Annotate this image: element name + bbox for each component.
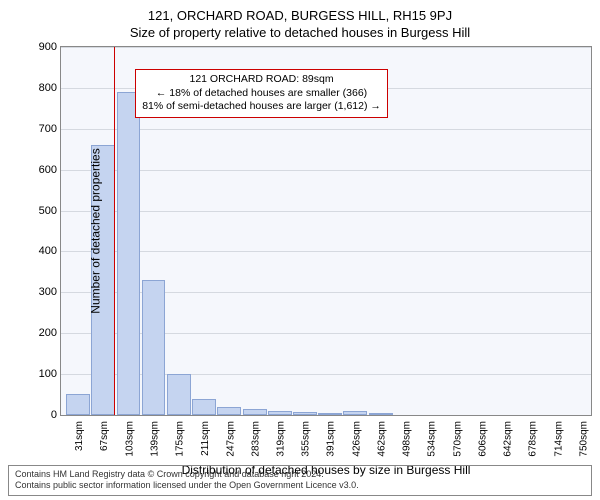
x-tick-label: 103sqm: [124, 421, 135, 457]
histogram-bar: [217, 407, 241, 415]
plot-region: 121 ORCHARD ROAD: 89sqm ← 18% of detache…: [61, 47, 591, 415]
footer-line2: Contains public sector information licen…: [15, 480, 585, 492]
x-tick-label: 31sqm: [74, 421, 85, 451]
histogram-bar: [343, 411, 367, 415]
histogram-bar: [167, 374, 191, 415]
y-tick-label: 700: [23, 123, 57, 135]
x-tick-label: 319sqm: [276, 421, 287, 457]
histogram-bar: [142, 280, 166, 415]
x-tick-label: 678sqm: [528, 421, 539, 457]
histogram-bar: [117, 92, 141, 415]
y-tick-label: 100: [23, 368, 57, 380]
footer-line1: Contains HM Land Registry data © Crown c…: [15, 469, 585, 481]
plot-area: 121 ORCHARD ROAD: 89sqm ← 18% of detache…: [60, 46, 592, 416]
chart-title-sub: Size of property relative to detached ho…: [8, 25, 592, 40]
x-axis: 31sqm 67sqm 103sqm 139sqm 175sqm 211sqm 247sqm…: [61, 417, 591, 465]
histogram-bar: [293, 412, 317, 415]
y-tick-label: 400: [23, 245, 57, 257]
y-tick-label: 0: [23, 409, 57, 421]
annotation-line1: 121 ORCHARD ROAD: 89sqm: [142, 73, 381, 87]
marker-line: [114, 47, 115, 415]
x-tick-label: 750sqm: [578, 421, 589, 457]
x-tick-label: 391sqm: [326, 421, 337, 457]
histogram-bar: [268, 411, 292, 415]
y-tick-label: 300: [23, 286, 57, 298]
x-tick-label: 67sqm: [99, 421, 110, 451]
x-tick-label: 534sqm: [427, 421, 438, 457]
y-tick-label: 500: [23, 205, 57, 217]
x-tick-label: 355sqm: [301, 421, 312, 457]
annotation-line3: 81% of semi-detached houses are larger (…: [142, 100, 381, 114]
x-tick-label: 211sqm: [200, 421, 211, 456]
y-tick-label: 900: [23, 41, 57, 53]
x-tick-label: 175sqm: [174, 421, 185, 457]
footer-attribution: Contains HM Land Registry data © Crown c…: [8, 465, 592, 496]
x-tick-label: 426sqm: [351, 421, 362, 457]
chart-container: 121, ORCHARD ROAD, BURGESS HILL, RH15 9P…: [8, 8, 592, 492]
annotation-box: 121 ORCHARD ROAD: 89sqm ← 18% of detache…: [135, 69, 388, 118]
x-tick-label: 498sqm: [402, 421, 413, 457]
x-tick-label: 606sqm: [478, 421, 489, 457]
histogram-bar: [66, 394, 90, 415]
y-axis-label: Number of detached properties: [89, 148, 103, 313]
x-tick-label: 714sqm: [553, 421, 564, 457]
histogram-bar: [318, 413, 342, 415]
histogram-bar: [192, 399, 216, 415]
y-tick-label: 800: [23, 82, 57, 94]
histogram-bar: [243, 409, 267, 415]
x-tick-label: 283sqm: [250, 421, 261, 457]
y-tick-label: 200: [23, 327, 57, 339]
x-tick-label: 139sqm: [150, 421, 161, 457]
y-axis: 0100200300400500600700800900: [23, 47, 59, 415]
x-tick-label: 570sqm: [452, 421, 463, 457]
chart-title-main: 121, ORCHARD ROAD, BURGESS HILL, RH15 9P…: [8, 8, 592, 23]
y-tick-label: 600: [23, 164, 57, 176]
x-tick-label: 642sqm: [503, 421, 514, 457]
annotation-line2: ← 18% of detached houses are smaller (36…: [142, 87, 381, 101]
x-tick-label: 462sqm: [376, 421, 387, 457]
x-tick-label: 247sqm: [225, 421, 236, 457]
histogram-bar: [369, 413, 393, 415]
